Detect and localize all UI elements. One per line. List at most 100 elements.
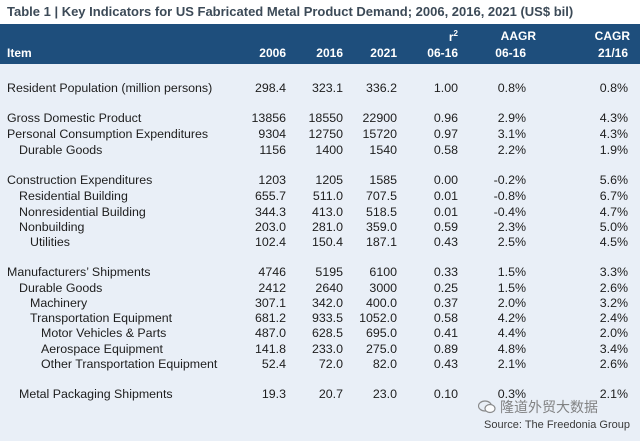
cell-v2006: 19.3 [261, 387, 286, 401]
cell-v2016: 323.1 [311, 81, 343, 95]
cell-cagr: 2.6% [599, 357, 628, 371]
table-row: Transportation Equipment 681.2 933.5 1052.0… [0, 310, 640, 326]
cell-v2021: 695.0 [365, 326, 397, 340]
row-label: Residential Building [19, 189, 128, 203]
cell-r2: 0.37 [433, 296, 458, 310]
header-2016: 2016 [316, 46, 343, 60]
cell-v2021: 1540 [369, 143, 397, 157]
cell-v2021: 359.0 [365, 220, 397, 234]
row-label: Motor Vehicles & Parts [41, 326, 167, 340]
row-label: Other Transportation Equipment [41, 357, 218, 371]
header-cagr: CAGR [594, 29, 630, 43]
cell-aagr: -0.2% [493, 173, 526, 187]
cell-cagr: 2.1% [599, 387, 628, 401]
cell-aagr: -0.8% [493, 189, 526, 203]
cell-v2021: 6100 [369, 265, 397, 279]
cell-r2: 0.01 [433, 205, 458, 219]
watermark-text: 隆道外贸大数据 [500, 399, 598, 415]
cell-r2: 0.41 [433, 326, 458, 340]
cell-aagr: 2.3% [497, 220, 526, 234]
cell-cagr: 5.6% [599, 173, 628, 187]
cell-aagr: 4.4% [497, 326, 526, 340]
cell-v2006: 102.4 [254, 235, 286, 249]
row-label: Manufacturers’ Shipments [7, 265, 151, 279]
cell-aagr: 3.1% [497, 127, 526, 141]
cell-r2: 0.59 [433, 220, 458, 234]
cell-cagr: 2.6% [599, 281, 628, 295]
watermark: 隆道外贸大数据 [478, 397, 598, 417]
row-label: Resident Population (million persons) [7, 81, 213, 95]
cell-v2006: 9304 [258, 127, 286, 141]
row-label: Construction Expenditures [7, 173, 153, 187]
table-row: Machinery 307.1 342.0 400.0 0.37 2.0% 3.2% [0, 295, 640, 311]
cell-cagr: 4.7% [599, 205, 628, 219]
cell-v2006: 13856 [251, 111, 286, 125]
cell-r2: 0.43 [433, 357, 458, 371]
table-row: Other Transportation Equipment 52.4 72.0 82… [0, 356, 640, 372]
cell-v2016: 5195 [315, 265, 343, 279]
cell-v2006: 1203 [258, 173, 286, 187]
cell-v2021: 707.5 [365, 189, 397, 203]
table-header: Item 2006 2016 2021 r2 06-16 AAGR 06-16 … [0, 24, 640, 64]
cell-v2021: 22900 [362, 111, 397, 125]
cell-v2016: 933.5 [311, 311, 343, 325]
source-note: Source: The Freedonia Group [484, 419, 630, 431]
header-2006: 2006 [259, 46, 286, 60]
cell-aagr: 2.9% [497, 111, 526, 125]
cell-r2: 0.96 [433, 111, 458, 125]
cell-r2: 0.10 [433, 387, 458, 401]
cell-v2021: 82.0 [372, 357, 397, 371]
cell-v2021: 187.1 [365, 235, 397, 249]
cell-cagr: 2.0% [599, 326, 628, 340]
cell-v2016: 1400 [315, 143, 343, 157]
cell-v2006: 298.4 [254, 81, 286, 95]
cell-aagr: 4.2% [497, 311, 526, 325]
row-label: Durable Goods [19, 143, 103, 157]
row-label: Durable Goods [19, 281, 103, 295]
header-r2-sup: 2 [453, 29, 458, 38]
cell-v2006: 4746 [258, 265, 286, 279]
cell-aagr: 2.0% [497, 296, 526, 310]
cell-cagr: 4.3% [599, 111, 628, 125]
row-label: Utilities [30, 235, 70, 249]
cell-cagr: 3.2% [599, 296, 628, 310]
header-r2: r2 [449, 29, 458, 44]
table-row: Nonresidential Building 344.3 413.0 518.5 0.… [0, 204, 640, 220]
cell-v2006: 141.8 [254, 342, 286, 356]
cell-cagr: 3.3% [599, 265, 628, 279]
cell-v2021: 15720 [362, 127, 397, 141]
table-row: Motor Vehicles & Parts 487.0 628.5 695.0 0.4… [0, 325, 640, 341]
cell-v2016: 2640 [315, 281, 343, 295]
table-row: Aerospace Equipment 141.8 233.0 275.0 0.89 4.… [0, 341, 640, 357]
table-title: Table 1 | Key Indicators for US Fabricat… [7, 4, 574, 19]
row-label: Machinery [30, 296, 88, 310]
cell-r2: 0.00 [433, 173, 458, 187]
cell-r2: 1.00 [433, 81, 458, 95]
cell-r2: 0.58 [433, 143, 458, 157]
cell-r2: 0.58 [433, 311, 458, 325]
row-label: Metal Packaging Shipments [19, 387, 173, 401]
header-2021: 2021 [370, 46, 397, 60]
cell-aagr: 2.2% [497, 143, 526, 157]
cell-cagr: 5.0% [599, 220, 628, 234]
cell-v2016: 511.0 [312, 189, 343, 203]
cell-v2016: 150.4 [311, 235, 343, 249]
cell-v2021: 336.2 [365, 81, 397, 95]
cell-r2: 0.33 [433, 265, 458, 279]
header-r2-period: 06-16 [427, 46, 458, 60]
cell-v2021: 1052.0 [359, 311, 397, 325]
cell-aagr: -0.4% [493, 205, 526, 219]
row-label: Nonbuilding [19, 220, 85, 234]
row-label: Personal Consumption Expenditures [7, 127, 209, 141]
cell-v2006: 1156 [259, 143, 286, 157]
table-row: Manufacturers’ Shipments 4746 5195 6100 0.33… [0, 264, 640, 280]
cell-v2016: 342.0 [311, 296, 343, 310]
table-row: Nonbuilding 203.0 281.0 359.0 0.59 2.3% 5.0% [0, 219, 640, 235]
cell-cagr: 3.4% [599, 342, 628, 356]
table-row: Construction Expenditures 1203 1205 1585 0.0… [0, 172, 640, 188]
header-r2-symbol: r [448, 30, 454, 44]
cell-v2021: 275.0 [365, 342, 397, 356]
cell-v2016: 413.0 [311, 205, 343, 219]
cell-aagr: 0.3% [497, 387, 526, 401]
cell-v2006: 487.0 [254, 326, 286, 340]
